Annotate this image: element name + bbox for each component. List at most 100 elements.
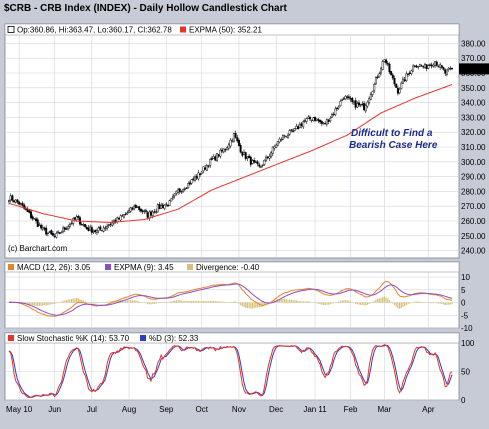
candle-body bbox=[36, 219, 39, 227]
divergence-bar bbox=[405, 302, 407, 306]
price-legend-bg bbox=[4, 23, 460, 36]
candle-body bbox=[315, 118, 318, 121]
price-y-tick-label: 320.00 bbox=[461, 128, 486, 137]
candle-body bbox=[275, 144, 278, 148]
candle-body bbox=[435, 61, 438, 66]
candle-body bbox=[290, 129, 293, 131]
candle-body bbox=[422, 66, 425, 68]
macd-y-tick-label: 5 bbox=[461, 286, 466, 295]
candle-body bbox=[8, 200, 10, 202]
divergence-bar bbox=[358, 302, 360, 305]
candle-body bbox=[205, 165, 208, 171]
divergence-bar bbox=[118, 300, 120, 303]
candle-body bbox=[75, 216, 78, 220]
candle-body bbox=[190, 179, 193, 184]
candle-body bbox=[273, 146, 276, 149]
macd-plot-area bbox=[4, 261, 460, 329]
candle-body bbox=[347, 96, 350, 99]
divergence-bar bbox=[326, 302, 328, 305]
divergence-bar bbox=[327, 302, 330, 305]
divergence-bar bbox=[184, 300, 186, 303]
candle-body bbox=[158, 204, 161, 209]
candle-body bbox=[283, 135, 286, 137]
divergence-bar bbox=[177, 299, 179, 303]
candle-body bbox=[170, 198, 173, 202]
candle-body bbox=[177, 189, 180, 193]
candle-body bbox=[43, 227, 46, 230]
annotation-line-1: Difficult to Find a bbox=[351, 128, 433, 139]
candle-body bbox=[314, 116, 317, 121]
candle-body bbox=[320, 121, 323, 124]
divergence-bar bbox=[419, 301, 421, 303]
candle-body bbox=[134, 204, 137, 208]
divergence-bar bbox=[324, 302, 326, 306]
candle-body bbox=[141, 210, 144, 213]
divergence-bar bbox=[338, 301, 340, 303]
divergence-bar bbox=[109, 301, 112, 303]
candle-body bbox=[123, 214, 125, 218]
divergence-bar bbox=[131, 300, 134, 303]
candle-body bbox=[268, 156, 271, 159]
divergence-bar bbox=[387, 298, 389, 303]
divergence-bar bbox=[373, 300, 375, 303]
candle-body bbox=[434, 61, 437, 66]
divergence-bar bbox=[153, 302, 156, 304]
candle-body bbox=[261, 164, 264, 166]
candle-body bbox=[84, 224, 87, 227]
candle-body bbox=[219, 149, 222, 157]
candle-body bbox=[398, 89, 401, 94]
candle-body bbox=[28, 210, 31, 213]
candle-body bbox=[80, 224, 83, 226]
candle-body bbox=[68, 224, 71, 227]
divergence-bar bbox=[187, 300, 189, 303]
candle-body bbox=[212, 156, 215, 159]
candle-body bbox=[57, 231, 60, 233]
divergence-bar bbox=[417, 301, 419, 303]
stoch-y-axis: 0 50 100 bbox=[461, 339, 475, 405]
candle-body bbox=[246, 156, 249, 159]
candle-body bbox=[199, 173, 202, 175]
macd-line bbox=[8, 280, 453, 317]
candle-body bbox=[21, 202, 24, 206]
candle-body bbox=[151, 211, 154, 216]
divergence-bar bbox=[94, 302, 96, 304]
divergence-bar bbox=[72, 298, 74, 303]
candle-body bbox=[427, 65, 430, 69]
divergence-bar bbox=[224, 302, 227, 303]
candle-body bbox=[231, 140, 234, 142]
candle-body bbox=[236, 137, 239, 142]
candle-body bbox=[53, 235, 56, 238]
divergence-bar bbox=[38, 302, 41, 306]
candle-body bbox=[330, 114, 333, 118]
candle-body bbox=[124, 213, 127, 215]
divergence-bar bbox=[123, 300, 125, 303]
x-axis-label: Dec bbox=[269, 405, 283, 414]
price-candles bbox=[8, 58, 453, 239]
candle-body bbox=[352, 101, 355, 103]
divergence-bar bbox=[189, 301, 191, 303]
divergence-bar bbox=[125, 300, 127, 303]
divergence-bar bbox=[218, 301, 220, 303]
divergence-bar bbox=[251, 302, 254, 309]
candle-body bbox=[173, 193, 176, 197]
divergence-bar bbox=[439, 302, 441, 304]
divergence-bar bbox=[407, 302, 409, 305]
divergence-bar bbox=[35, 302, 37, 306]
candle-body bbox=[237, 140, 240, 147]
candle-body bbox=[92, 230, 95, 233]
divergence-bar bbox=[243, 302, 245, 307]
candle-body bbox=[288, 130, 291, 135]
divergence-bar bbox=[415, 301, 418, 303]
candle-body bbox=[192, 178, 195, 180]
candle-body bbox=[70, 223, 73, 225]
divergence-bar bbox=[33, 302, 35, 306]
candle-body bbox=[420, 65, 423, 67]
divergence-bar bbox=[255, 302, 257, 308]
divergence-bar bbox=[54, 302, 56, 304]
divergence-bar bbox=[179, 300, 181, 303]
macd-legend-bg bbox=[4, 261, 460, 273]
divergence-bar bbox=[170, 301, 172, 303]
candle-body bbox=[432, 64, 435, 67]
divergence-legend-swatch bbox=[187, 264, 193, 270]
candle-body bbox=[38, 224, 41, 226]
